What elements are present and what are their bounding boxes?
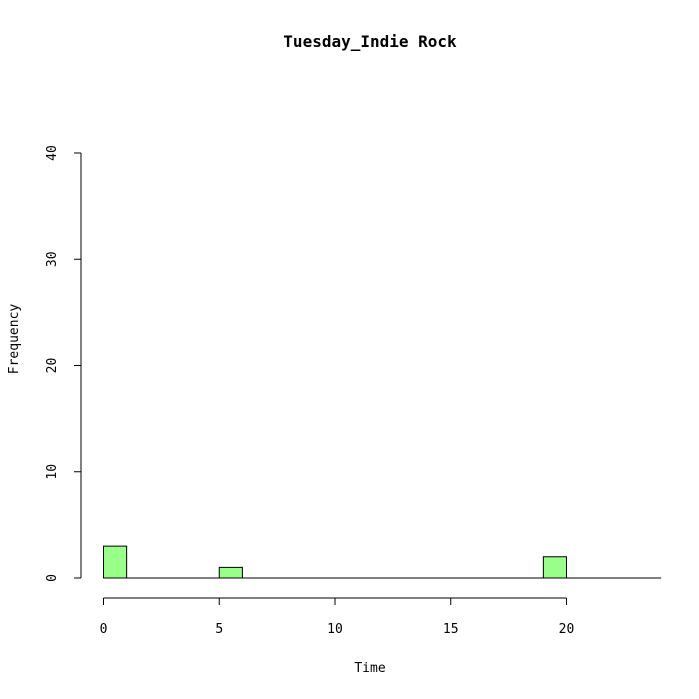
histogram-bar-0 <box>103 545 128 579</box>
y-axis-label: Frequency <box>7 304 22 375</box>
chart-title: Tuesday_Indie Rock <box>283 32 457 51</box>
y-tick-label-2: 20 <box>45 358 60 374</box>
y-tick-label-4: 40 <box>45 145 60 161</box>
x-tick-label-2: 10 <box>327 622 343 637</box>
x-tick-label-0: 0 <box>100 622 108 637</box>
y-axis-ticks: 0 10 20 30 40 <box>45 145 81 582</box>
y-tick-label-1: 10 <box>45 464 60 480</box>
y-tick-label-0: 0 <box>45 574 60 582</box>
y-tick-label-3: 30 <box>45 251 60 267</box>
plot-area <box>103 545 662 579</box>
histogram-bar-1 <box>218 566 243 579</box>
x-tick-label-1: 5 <box>215 622 223 637</box>
x-axis-label: Time <box>354 661 385 676</box>
x-axis-ticks: 0 5 10 15 20 <box>100 598 575 637</box>
histogram-bar-2 <box>542 556 567 579</box>
x-tick-label-4: 20 <box>559 622 575 637</box>
x-tick-label-3: 15 <box>443 622 459 637</box>
